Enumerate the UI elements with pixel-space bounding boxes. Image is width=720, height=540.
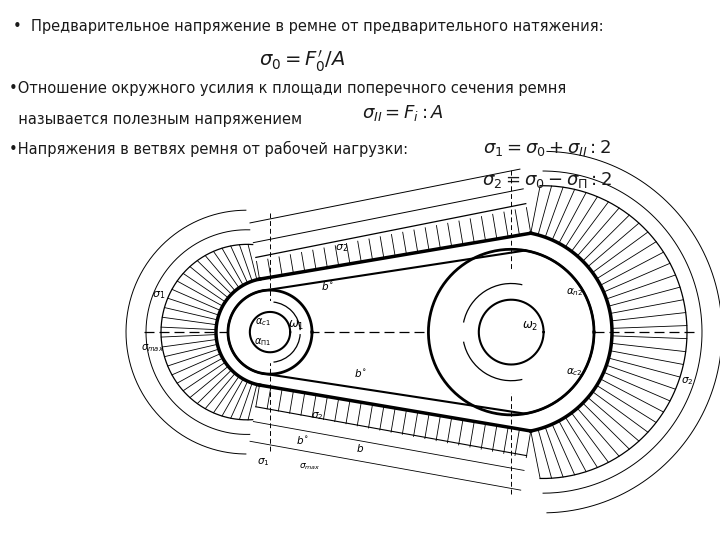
Text: $\sigma_1 = \sigma_0 + \sigma_{II} : 2$: $\sigma_1 = \sigma_0 + \sigma_{II} : 2$ [483,138,611,158]
Text: $\alpha_{c2}$: $\alpha_{c2}$ [566,367,583,379]
Circle shape [430,271,593,393]
Text: $b^{\circ}$: $b^{\circ}$ [296,434,309,446]
Text: $\omega_1$: $\omega_1$ [288,319,305,332]
Text: •  Предварительное напряжение в ремне от предварительного натяжения:: • Предварительное напряжение в ремне от … [13,19,603,34]
Text: $\sigma_1$: $\sigma_1$ [256,456,269,468]
Text: называется полезным напряжением: называется полезным напряжением [9,112,302,127]
Text: $\alpha_{n2}$: $\alpha_{n2}$ [566,286,583,298]
Text: $b^{\circ}$: $b^{\circ}$ [354,367,366,379]
Text: $\alpha_{\Pi 1}$: $\alpha_{\Pi 1}$ [254,336,271,348]
Text: $\sigma_{max}$: $\sigma_{max}$ [299,462,320,472]
Text: $b$: $b$ [356,442,364,454]
Text: •Напряжения в ветвях ремня от рабочей нагрузки:: •Напряжения в ветвях ремня от рабочей на… [9,140,408,157]
Polygon shape [216,233,612,431]
Text: •Отношение окружного усилия к площади поперечного сечения ремня: •Отношение окружного усилия к площади по… [9,81,566,96]
Text: $\alpha_{c1}$: $\alpha_{c1}$ [255,316,271,328]
Text: $b^{\circ}$: $b^{\circ}$ [321,280,334,292]
Text: $\sigma_{II} = F_i : A$: $\sigma_{II} = F_i : A$ [362,103,444,123]
Text: $\sigma_2$: $\sigma_2$ [681,375,694,387]
Text: $\sigma_0 = F_0^{\prime} / A$: $\sigma_0 = F_0^{\prime} / A$ [259,49,346,74]
Text: $\sigma_2 = \sigma_0 - \sigma_{\Pi} : 2$: $\sigma_2 = \sigma_0 - \sigma_{\Pi} : 2$ [482,170,612,190]
Text: $\sigma_2$: $\sigma_2$ [336,242,348,254]
Circle shape [230,302,310,362]
Text: $\sigma_1$: $\sigma_1$ [152,289,165,301]
Text: $\sigma_{max}$: $\sigma_{max}$ [141,342,164,354]
Text: $\omega_2$: $\omega_2$ [522,320,539,333]
Text: $\sigma_2$: $\sigma_2$ [310,410,323,422]
